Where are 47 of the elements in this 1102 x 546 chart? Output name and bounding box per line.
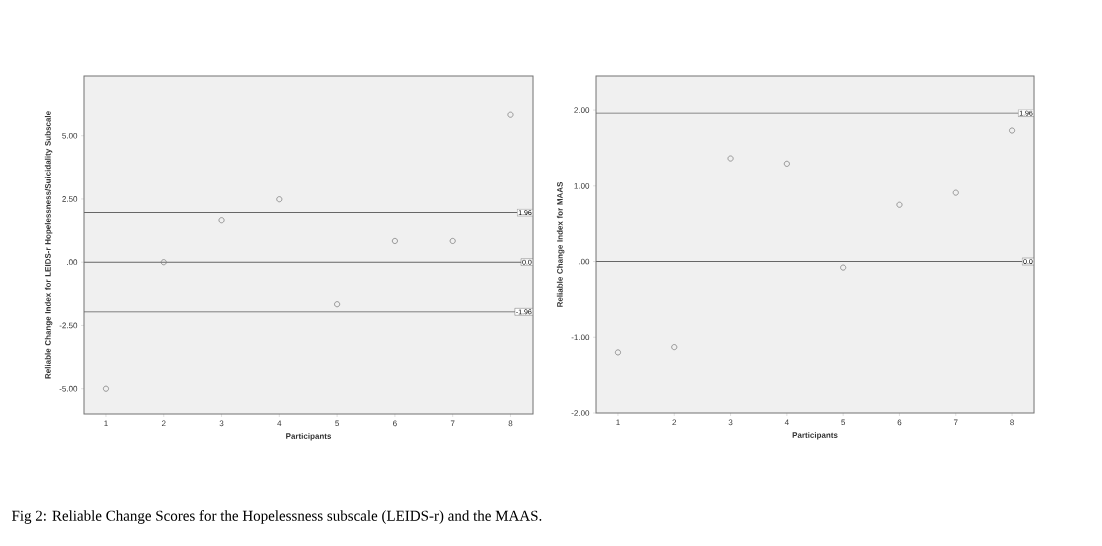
x-tick-label: 7 [953, 419, 958, 426]
x-tick-label: 6 [393, 420, 397, 427]
y-tick-label: 5.00 [62, 132, 78, 139]
point [840, 264, 847, 271]
x-tick-label: 4 [784, 419, 789, 426]
point [334, 301, 341, 308]
x-tick-label: 1 [616, 419, 620, 426]
y-tick-label: -2.50 [59, 322, 78, 329]
point [614, 349, 621, 356]
x-axis-title: Participants [286, 433, 332, 441]
x-tick-label: 6 [897, 419, 902, 426]
y-tick-label: .00 [579, 258, 590, 265]
x-axis-title: Participants [792, 432, 838, 440]
y-tick-label: -1.00 [571, 334, 590, 341]
x-tick-label: 8 [508, 420, 513, 427]
x-tick-label: 3 [728, 419, 733, 426]
y-tick-label: -2.00 [571, 410, 590, 416]
y-tick-label: 2.50 [62, 196, 78, 202]
x-tick-label: 8 [1010, 419, 1014, 426]
point [276, 196, 283, 203]
point [507, 111, 514, 118]
y-tick-label: 1.00 [574, 182, 590, 189]
point [671, 344, 678, 351]
y-axis-title: Reliable Change Index for LEIDS-r Hopelessness/Suicidality Subscale [44, 111, 53, 379]
y-tick-label: -5.00 [59, 385, 78, 392]
x-tick-label: 5 [335, 420, 339, 427]
x-tick-label: 2 [672, 419, 677, 426]
y-tick-label: 2.00 [574, 107, 590, 113]
x-tick-label: 5 [841, 419, 846, 426]
point [896, 201, 903, 208]
x-tick-label: 4 [277, 420, 282, 427]
point [391, 237, 398, 244]
point [160, 259, 167, 266]
point [952, 189, 959, 196]
y-tick-label: .00 [67, 259, 78, 266]
y-axis-title: Reliable Change Index for MAAS [556, 181, 565, 307]
x-tick-label: 2 [161, 420, 166, 427]
point [783, 160, 790, 167]
point [218, 217, 225, 224]
point [727, 155, 734, 162]
x-tick-label: 3 [219, 420, 224, 427]
caption: Fig 2: Reliable Change Scores for the Hopelessness subscale (LEIDS-r) and the MAAS. [11, 510, 542, 524]
x-tick-label: 7 [450, 420, 455, 427]
point [1009, 127, 1016, 134]
x-tick-label: 1 [104, 420, 108, 427]
point [449, 237, 456, 244]
point [102, 385, 109, 392]
